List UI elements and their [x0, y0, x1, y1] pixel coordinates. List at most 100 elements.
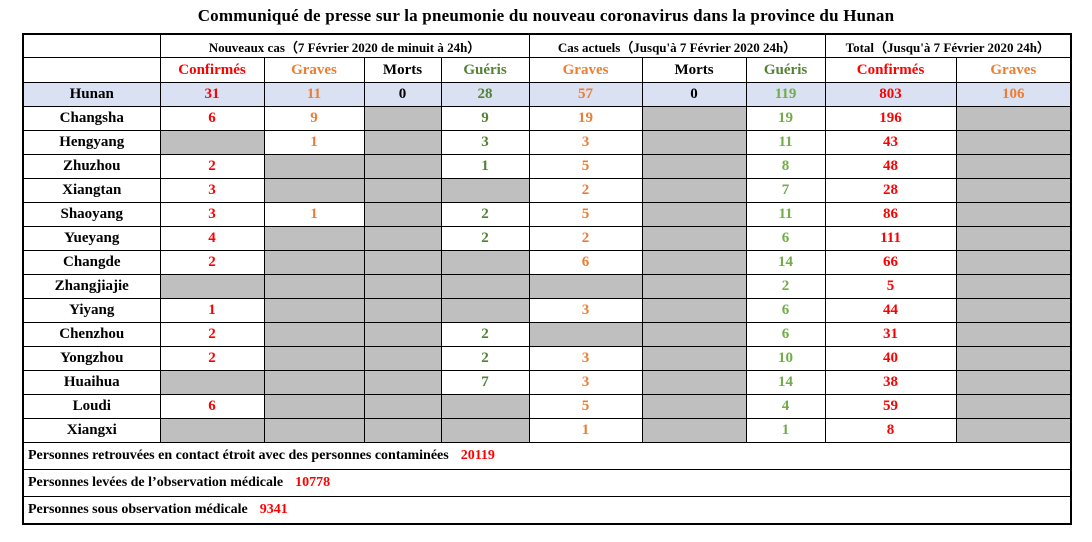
value-cell-ca-gueris: 14 — [745, 370, 826, 395]
empty-cell-nc-gueris — [440, 250, 530, 275]
region-name: Yueyang — [22, 226, 161, 251]
empty-cell-nc-morts — [363, 130, 442, 155]
footer-label: Personnes retrouvées en contact étroit a… — [28, 448, 449, 463]
empty-cell-ca-morts — [641, 130, 747, 155]
empty-cell-nc-morts — [363, 370, 442, 395]
column-header-t-confirmes: Confirmés — [824, 57, 957, 83]
region-name: Zhangjiajie — [22, 274, 161, 299]
empty-cell-t-graves — [955, 178, 1072, 203]
empty-cell-nc-morts — [363, 274, 442, 299]
cases-table: Nouveaux cas（7 Février 2020 de minuit à … — [22, 33, 1073, 525]
empty-cell-nc-morts — [363, 154, 442, 179]
empty-cell-nc-graves — [263, 346, 365, 371]
empty-cell-nc-morts — [363, 202, 442, 227]
table-row-zhangjiajie: Zhangjiajie 2 5 — [22, 274, 1072, 299]
table-row-hunan: Hunan 31 11 0 28 57 0 119 803 106 — [22, 82, 1072, 107]
empty-cell-t-graves — [955, 154, 1072, 179]
value-cell-t-confirmes: 66 — [824, 250, 957, 275]
value-cell-ca-morts: 0 — [641, 82, 747, 107]
value-cell-nc-confirmes: 1 — [159, 298, 265, 323]
empty-cell-nc-confirmes — [159, 274, 265, 299]
value-cell-nc-graves: 9 — [263, 106, 365, 131]
value-cell-nc-confirmes: 6 — [159, 394, 265, 419]
value-cell-nc-confirmes: 3 — [159, 178, 265, 203]
value-cell-nc-confirmes: 31 — [159, 82, 265, 107]
value-cell-t-confirmes: 803 — [824, 82, 957, 107]
value-cell-nc-confirmes: 2 — [159, 346, 265, 371]
empty-cell-t-graves — [955, 322, 1072, 347]
column-header-ca-graves: Graves — [528, 57, 643, 83]
empty-cell-nc-graves — [263, 298, 365, 323]
value-cell-t-confirmes: 5 — [824, 274, 957, 299]
empty-cell-t-graves — [955, 202, 1072, 227]
value-cell-nc-confirmes: 2 — [159, 154, 265, 179]
value-cell-ca-gueris: 6 — [745, 226, 826, 251]
empty-cell-t-graves — [955, 106, 1072, 131]
empty-cell-nc-graves — [263, 418, 365, 443]
value-cell-ca-gueris: 14 — [745, 250, 826, 275]
table-row-xiangtan: Xiangtan 3 2 7 28 — [22, 178, 1072, 203]
empty-cell-nc-gueris — [440, 298, 530, 323]
empty-cell-nc-confirmes — [159, 370, 265, 395]
footer-value: 9341 — [259, 502, 288, 517]
empty-cell-t-graves — [955, 274, 1072, 299]
empty-cell-ca-morts — [641, 418, 747, 443]
column-header-ca-gueris: Guéris — [745, 57, 826, 83]
value-cell-ca-gueris: 2 — [745, 274, 826, 299]
table-row-yueyang: Yueyang 4 2 2 6 111 — [22, 226, 1072, 251]
value-cell-ca-gueris: 6 — [745, 298, 826, 323]
value-cell-t-confirmes: 48 — [824, 154, 957, 179]
value-cell-nc-gueris: 2 — [440, 202, 530, 227]
table-row-shaoyang: Shaoyang 3 1 2 5 11 86 — [22, 202, 1072, 227]
value-cell-ca-graves: 6 — [528, 250, 643, 275]
value-cell-nc-graves: 1 — [263, 130, 365, 155]
empty-cell-ca-graves — [528, 322, 643, 347]
column-header-ca-morts: Morts — [641, 57, 747, 83]
value-cell-t-confirmes: 28 — [824, 178, 957, 203]
empty-cell-ca-morts — [641, 226, 747, 251]
empty-cell-t-graves — [955, 130, 1072, 155]
value-cell-ca-graves: 3 — [528, 370, 643, 395]
value-cell-ca-gueris: 119 — [745, 82, 826, 107]
table-row-changde: Changde 2 6 14 66 — [22, 250, 1072, 275]
empty-cell-nc-morts — [363, 298, 442, 323]
value-cell-t-confirmes: 86 — [824, 202, 957, 227]
empty-cell-nc-gueris — [440, 274, 530, 299]
region-name: Zhuzhou — [22, 154, 161, 179]
group-header-total: Total（Jusqu'à 7 Février 2020 24h） — [824, 33, 1072, 58]
value-cell-t-confirmes: 8 — [824, 418, 957, 443]
value-cell-nc-gueris: 1 — [440, 154, 530, 179]
table-row-chenzhou: Chenzhou 2 2 6 31 — [22, 322, 1072, 347]
empty-cell-ca-morts — [641, 250, 747, 275]
region-name: Hengyang — [22, 130, 161, 155]
value-cell-ca-graves: 2 — [528, 178, 643, 203]
value-cell-ca-graves: 3 — [528, 130, 643, 155]
table-row-yiyang: Yiyang 1 3 6 44 — [22, 298, 1072, 323]
value-cell-t-graves: 106 — [955, 82, 1072, 107]
value-cell-ca-graves: 5 — [528, 154, 643, 179]
empty-cell-nc-morts — [363, 322, 442, 347]
value-cell-ca-graves: 5 — [528, 202, 643, 227]
empty-cell-ca-morts — [641, 298, 747, 323]
empty-cell-nc-gueris — [440, 418, 530, 443]
footer-value: 20119 — [460, 448, 495, 463]
table-row-loudi: Loudi 6 5 4 59 — [22, 394, 1072, 419]
empty-cell-nc-graves — [263, 322, 365, 347]
column-header-nc-morts: Morts — [363, 57, 442, 83]
empty-cell-nc-morts — [363, 106, 442, 131]
empty-cell-t-graves — [955, 418, 1072, 443]
region-name: Xiangtan — [22, 178, 161, 203]
value-cell-ca-graves: 2 — [528, 226, 643, 251]
footer-label: Personnes levées de l’observation médica… — [28, 475, 284, 490]
region-name: Hunan — [22, 82, 161, 107]
empty-cell-nc-morts — [363, 250, 442, 275]
value-cell-nc-confirmes: 6 — [159, 106, 265, 131]
empty-cell-ca-morts — [641, 274, 747, 299]
region-name: Loudi — [22, 394, 161, 419]
empty-cell-nc-confirmes — [159, 130, 265, 155]
empty-cell-nc-morts — [363, 394, 442, 419]
value-cell-ca-graves: 19 — [528, 106, 643, 131]
table-row-changsha: Changsha 6 9 9 19 19 196 — [22, 106, 1072, 131]
footer-row-1: Personnes retrouvées en contact étroit a… — [22, 442, 1072, 470]
group-header-nouveaux-cas: Nouveaux cas（7 Février 2020 de minuit à … — [159, 33, 530, 58]
